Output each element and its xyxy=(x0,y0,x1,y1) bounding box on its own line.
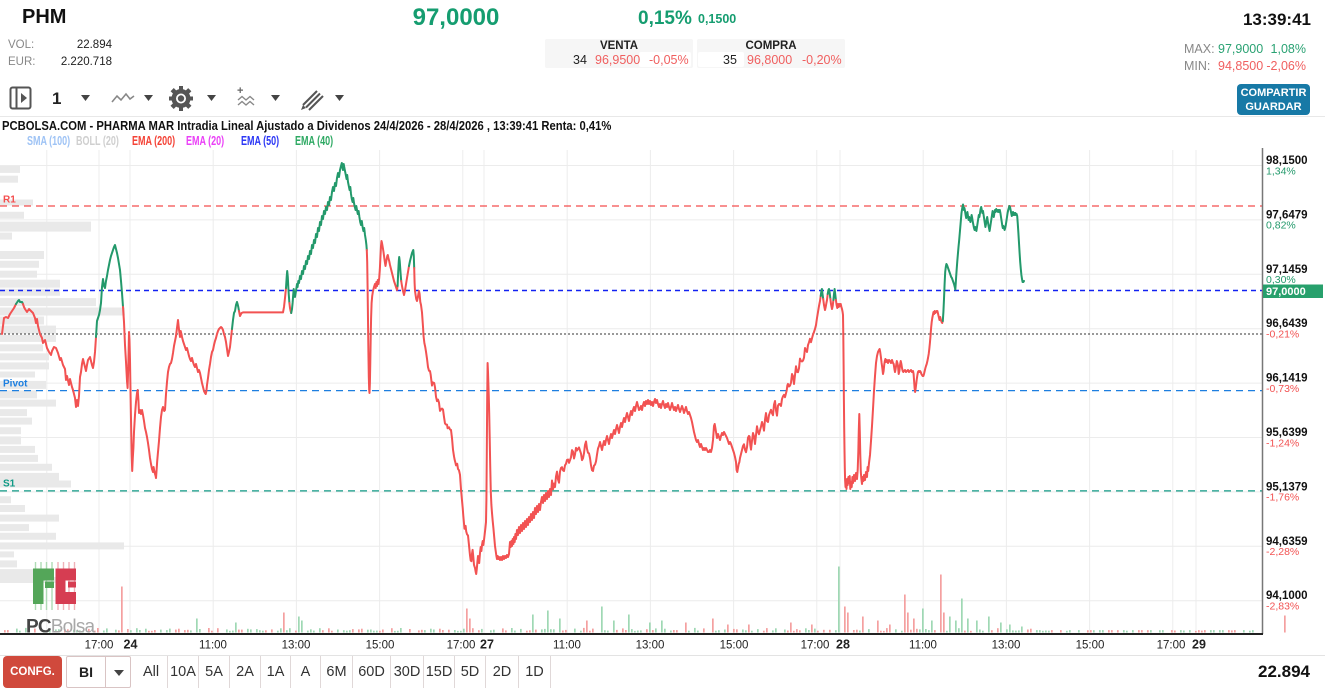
svg-text:96,1419: 96,1419 xyxy=(1266,373,1308,385)
svg-text:0,82%: 0,82% xyxy=(1266,220,1296,232)
svg-text:S1: S1 xyxy=(3,479,16,490)
svg-text:27: 27 xyxy=(480,638,494,652)
svg-text:-0,73%: -0,73% xyxy=(1266,383,1299,395)
svg-text:17:00: 17:00 xyxy=(447,640,476,652)
svg-text:28: 28 xyxy=(836,638,850,652)
svg-text:17:00: 17:00 xyxy=(801,640,830,652)
svg-text:98,1500: 98,1500 xyxy=(1266,155,1308,167)
svg-text:97,0000: 97,0000 xyxy=(1266,286,1306,298)
svg-text:11:00: 11:00 xyxy=(199,640,227,652)
svg-text:-0,21%: -0,21% xyxy=(1266,329,1299,341)
svg-text:-1,24%: -1,24% xyxy=(1266,437,1299,449)
svg-text:1: 1 xyxy=(52,89,61,108)
svg-text:97,1459: 97,1459 xyxy=(1266,264,1308,276)
svg-text:Pivot: Pivot xyxy=(3,379,28,390)
svg-text:94,1000: 94,1000 xyxy=(1266,590,1308,602)
svg-text:17:00: 17:00 xyxy=(85,640,114,652)
svg-text:1,34%: 1,34% xyxy=(1266,165,1296,177)
svg-text:-2,83%: -2,83% xyxy=(1266,601,1299,613)
svg-text:95,1379: 95,1379 xyxy=(1266,481,1308,493)
svg-text:13:00: 13:00 xyxy=(282,640,311,652)
svg-text:95,6399: 95,6399 xyxy=(1266,427,1308,439)
svg-text:94,6359: 94,6359 xyxy=(1266,536,1308,548)
svg-text:R1: R1 xyxy=(3,195,16,206)
svg-text:PCBolsa: PCBolsa xyxy=(26,617,96,638)
svg-text:11:00: 11:00 xyxy=(909,640,937,652)
svg-text:0,30%: 0,30% xyxy=(1266,274,1296,286)
svg-text:+: + xyxy=(237,85,243,97)
svg-text:96,6439: 96,6439 xyxy=(1266,318,1308,330)
svg-text:15:00: 15:00 xyxy=(366,640,395,652)
svg-text:15:00: 15:00 xyxy=(1076,640,1105,652)
svg-text:11:00: 11:00 xyxy=(553,640,581,652)
svg-text:97,6479: 97,6479 xyxy=(1266,209,1308,221)
svg-text:24: 24 xyxy=(124,638,138,652)
svg-text:-1,76%: -1,76% xyxy=(1266,492,1299,504)
svg-text:-2,28%: -2,28% xyxy=(1266,546,1299,558)
svg-text:17:00: 17:00 xyxy=(1157,640,1186,652)
svg-text:13:00: 13:00 xyxy=(636,640,665,652)
svg-text:29: 29 xyxy=(1192,638,1206,652)
svg-text:13:00: 13:00 xyxy=(992,640,1021,652)
svg-text:15:00: 15:00 xyxy=(720,640,749,652)
